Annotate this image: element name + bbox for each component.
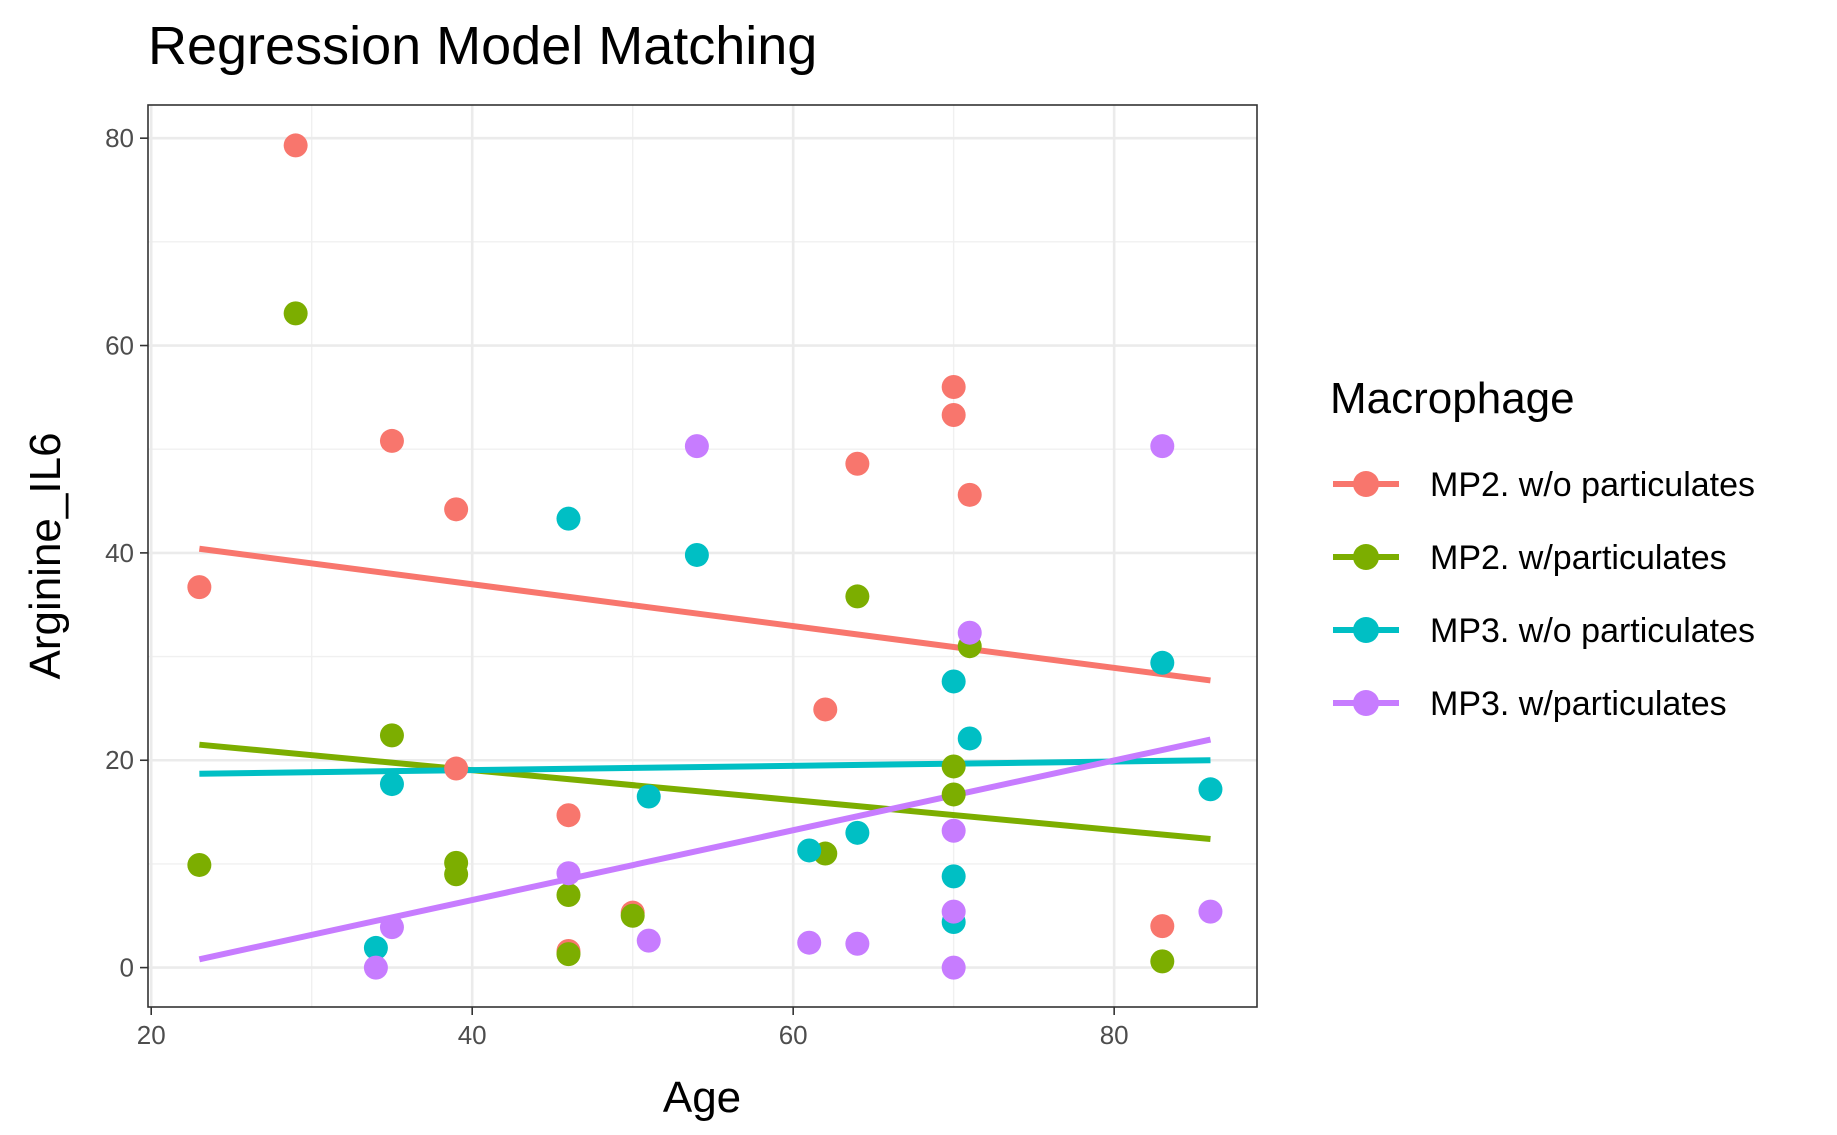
- data-point: [684, 434, 709, 459]
- y-tick-label: 0: [120, 953, 134, 983]
- data-point: [556, 942, 581, 967]
- data-point: [283, 301, 308, 326]
- x-axis: 20 40 60 80: [137, 1007, 1129, 1050]
- data-point: [941, 864, 966, 889]
- data-point: [379, 772, 404, 797]
- data-point: [444, 497, 469, 522]
- data-point: [941, 899, 966, 924]
- y-tick-label: 80: [105, 123, 134, 153]
- data-point: [684, 542, 709, 567]
- data-point: [1198, 899, 1223, 924]
- legend-label: MP2. w/o particulates: [1430, 466, 1755, 504]
- data-point: [379, 915, 404, 940]
- y-axis: 0 20 40 60 80: [105, 123, 148, 983]
- data-point: [556, 506, 581, 531]
- data-point: [941, 818, 966, 843]
- legend: Macrophage MP2. w/o particulates MP2. w/p…: [1330, 374, 1755, 723]
- regression-line: [199, 757, 1211, 777]
- data-point: [957, 482, 982, 507]
- data-point: [636, 928, 661, 953]
- legend-label: MP3. w/particulates: [1430, 685, 1727, 723]
- legend-key-point: [1353, 544, 1379, 570]
- data-point: [957, 726, 982, 751]
- legend-key-point: [1353, 471, 1379, 497]
- data-point: [941, 754, 966, 779]
- data-point: [941, 669, 966, 694]
- data-points: [187, 133, 1223, 980]
- data-point: [1150, 949, 1175, 974]
- x-tick-label: 80: [1100, 1020, 1129, 1050]
- legend-key-point: [1353, 617, 1379, 643]
- legend-items: MP2. w/o particulates MP2. w/particulates…: [1333, 466, 1755, 723]
- y-tick-label: 20: [105, 745, 134, 775]
- data-point: [636, 784, 661, 809]
- x-tick-label: 20: [137, 1020, 166, 1050]
- data-point: [797, 930, 822, 955]
- data-point: [283, 133, 308, 158]
- x-axis-title: Age: [663, 1073, 741, 1122]
- x-tick-label: 40: [458, 1020, 487, 1050]
- data-point: [941, 782, 966, 807]
- legend-key-point: [1353, 690, 1379, 716]
- data-point: [845, 931, 870, 956]
- data-point: [1150, 434, 1175, 459]
- data-point: [556, 883, 581, 908]
- data-point: [845, 820, 870, 845]
- legend-label: MP3. w/o particulates: [1430, 612, 1755, 650]
- data-point: [1150, 914, 1175, 939]
- data-point: [813, 697, 838, 722]
- regression-lines: [198, 545, 1212, 963]
- data-point: [444, 756, 469, 781]
- regression-line: [199, 741, 1211, 843]
- y-tick-label: 40: [105, 538, 134, 568]
- data-point: [845, 584, 870, 609]
- data-point: [379, 428, 404, 453]
- data-point: [941, 402, 966, 427]
- chart-title: Regression Model Matching: [148, 16, 817, 76]
- data-point: [620, 903, 645, 928]
- plot-border: [147, 104, 1258, 1008]
- legend-label: MP2. w/particulates: [1430, 539, 1727, 577]
- data-point: [845, 451, 870, 476]
- data-point: [797, 838, 822, 863]
- grid-minor: [148, 105, 1257, 1007]
- data-point: [187, 575, 212, 600]
- data-point: [187, 852, 212, 877]
- data-point: [941, 955, 966, 980]
- data-point: [556, 803, 581, 828]
- data-point: [444, 862, 469, 887]
- y-axis-title: Arginine_IL6: [21, 432, 70, 679]
- x-tick-label: 60: [779, 1020, 808, 1050]
- grid-major: [148, 105, 1257, 1007]
- y-tick-label: 60: [105, 331, 134, 361]
- data-point: [556, 861, 581, 886]
- data-point: [363, 935, 388, 960]
- legend-title: Macrophage: [1330, 374, 1575, 423]
- data-point: [363, 955, 388, 980]
- data-point: [379, 723, 404, 748]
- data-point: [957, 620, 982, 645]
- data-point: [1198, 777, 1223, 802]
- regression-line: [198, 736, 1212, 963]
- data-point: [941, 375, 966, 400]
- regression-line: [198, 545, 1211, 684]
- data-point: [1150, 650, 1175, 675]
